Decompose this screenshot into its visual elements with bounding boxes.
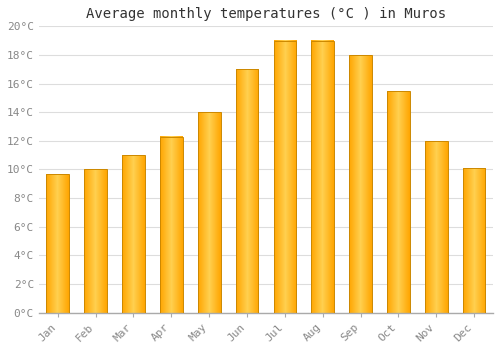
Bar — [198, 112, 220, 313]
Bar — [349, 55, 372, 313]
Bar — [463, 168, 485, 313]
Title: Average monthly temperatures (°C ) in Muros: Average monthly temperatures (°C ) in Mu… — [86, 7, 446, 21]
Bar — [236, 69, 258, 313]
Bar — [387, 91, 410, 313]
Bar — [425, 141, 448, 313]
Bar — [122, 155, 145, 313]
Bar — [160, 136, 182, 313]
Bar — [312, 41, 334, 313]
Bar — [274, 41, 296, 313]
Bar — [84, 169, 107, 313]
Bar — [46, 174, 69, 313]
